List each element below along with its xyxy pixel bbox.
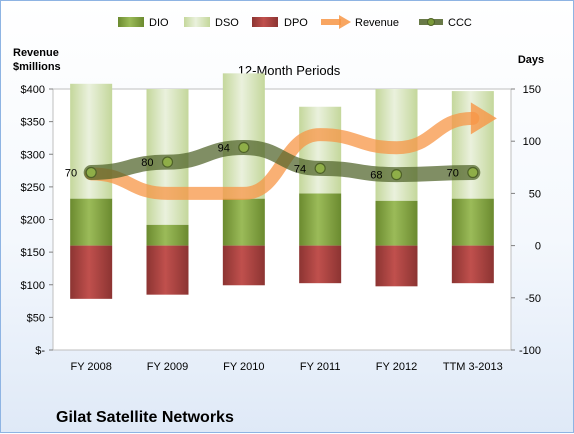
legend-label-dso: DSO xyxy=(215,17,239,29)
ccc-point xyxy=(238,141,250,154)
right-tick-label: -50 xyxy=(525,293,541,305)
left-axis-label-line2: $millions xyxy=(13,61,61,73)
bar-dpo xyxy=(451,245,494,284)
legend-label-dio: DIO xyxy=(149,17,169,29)
right-tick-label: -100 xyxy=(519,345,541,357)
bar-dio xyxy=(70,198,113,246)
ccc-point xyxy=(390,169,403,181)
left-tick-label: $200 xyxy=(21,215,45,227)
bar-dio xyxy=(146,224,189,246)
company-name: Gilat Satellite Networks xyxy=(56,409,234,426)
bar-dio xyxy=(375,200,418,246)
left-tick-label: $250 xyxy=(21,182,45,194)
ccc-data-label: 70 xyxy=(447,168,459,180)
legend-swatch-dio xyxy=(118,17,144,27)
legend-swatch-dso xyxy=(184,17,210,27)
left-tick-label: $100 xyxy=(21,280,45,292)
bar-dpo xyxy=(222,245,265,286)
x-tick-label: FY 2010 xyxy=(223,361,264,373)
left-tick-label: $50 xyxy=(27,312,45,324)
bar-dpo xyxy=(375,245,418,287)
left-tick-label: $150 xyxy=(21,247,45,259)
right-axis-label: Days xyxy=(518,54,544,66)
ccc-point xyxy=(314,162,326,174)
bar-dio xyxy=(451,198,494,246)
legend-swatch-revenue xyxy=(321,15,351,29)
ccc-data-label: 80 xyxy=(141,157,153,169)
left-axis-label-line1: Revenue xyxy=(13,47,59,59)
x-tick-label: FY 2012 xyxy=(376,361,417,373)
ccc-point xyxy=(85,166,97,179)
ccc-data-label: 74 xyxy=(294,163,306,175)
legend-label-ccc: CCC xyxy=(448,17,472,29)
legend-swatch-ccc xyxy=(419,18,443,26)
left-tick-label: $400 xyxy=(21,84,45,96)
bar-dso xyxy=(299,106,342,194)
x-tick-label: TTM 3-2013 xyxy=(443,361,503,373)
ccc-data-label: 70 xyxy=(65,168,77,180)
legend-label-dpo: DPO xyxy=(284,17,308,29)
ccc-point xyxy=(161,156,174,168)
right-tick-label: 50 xyxy=(529,188,541,200)
axes-layer: $- $50 $100 $150 $200 $250 $300 $350 $400 -100 -50… xyxy=(21,84,541,373)
legend-label-revenue: Revenue xyxy=(355,17,399,29)
bar-dso xyxy=(222,73,265,199)
right-tick-label: 0 xyxy=(535,241,541,253)
left-tick-label: $300 xyxy=(21,149,45,161)
legend-swatch-dpo xyxy=(252,17,278,27)
ccc-point xyxy=(467,166,479,179)
left-tick-label: $- xyxy=(35,345,45,357)
right-tick-label: 100 xyxy=(523,136,541,148)
ccc-data-label: 68 xyxy=(370,170,382,182)
x-tick-label: FY 2008 xyxy=(70,361,111,373)
legend: DIO DSO DPO Revenue CCC xyxy=(118,15,472,29)
bar-dio xyxy=(299,193,342,246)
bar-dpo xyxy=(70,245,113,299)
lines-layer: 70 80 94 74 68 70 xyxy=(65,102,497,200)
bar-dio xyxy=(222,198,265,246)
x-tick-label: FY 2011 xyxy=(300,361,341,373)
left-tick-label: $350 xyxy=(21,117,45,129)
right-tick-label: 150 xyxy=(523,84,541,96)
bar-dpo xyxy=(146,245,189,295)
bar-dpo xyxy=(299,245,342,284)
ccc-data-label: 94 xyxy=(218,142,230,154)
revenue-arrowhead xyxy=(470,102,497,135)
x-tick-label: FY 2009 xyxy=(147,361,188,373)
